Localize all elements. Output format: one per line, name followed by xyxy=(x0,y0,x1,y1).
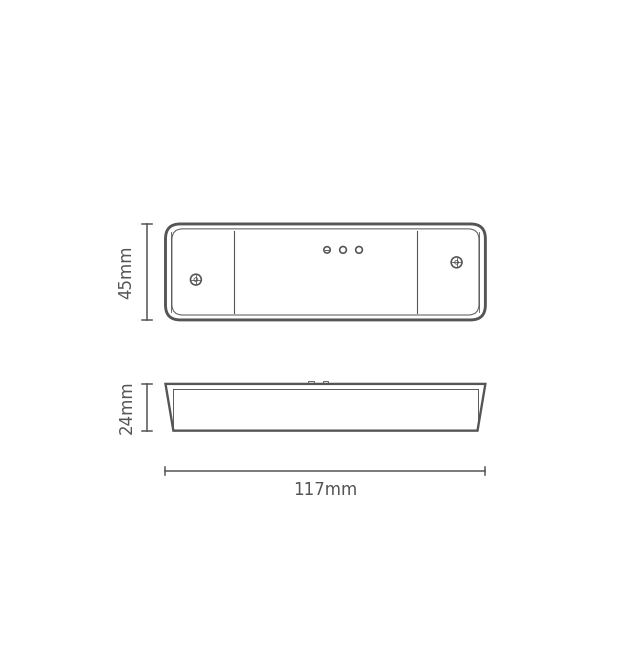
Text: 45mm: 45mm xyxy=(117,245,136,298)
Text: 24mm: 24mm xyxy=(117,381,136,434)
Bar xyxy=(323,381,328,384)
Bar xyxy=(309,381,314,384)
Text: 117mm: 117mm xyxy=(293,481,358,499)
